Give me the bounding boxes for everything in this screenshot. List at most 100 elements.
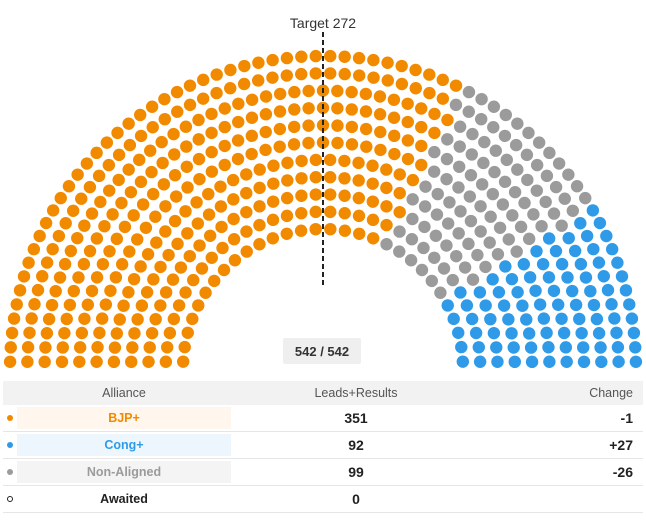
header-leads-results: Leads+Results bbox=[314, 386, 398, 400]
seat-dot bbox=[67, 284, 81, 298]
seat-dot bbox=[469, 326, 483, 340]
seat-dot bbox=[393, 225, 406, 238]
seat-dot bbox=[520, 148, 534, 162]
seat-dot bbox=[167, 127, 180, 141]
seat-dot bbox=[486, 273, 499, 286]
seat-dot bbox=[393, 205, 406, 219]
seat-dot bbox=[498, 175, 512, 189]
seat-dot bbox=[133, 153, 146, 167]
seat-dot bbox=[387, 111, 401, 124]
seat-dot bbox=[516, 299, 529, 312]
seat-dot bbox=[455, 340, 468, 354]
header-alliance: Alliance bbox=[102, 386, 146, 400]
seat-dot bbox=[149, 210, 162, 223]
seat-dot bbox=[505, 327, 518, 340]
seat-dot bbox=[511, 117, 524, 130]
seat-dot bbox=[401, 97, 414, 110]
seat-dot bbox=[145, 165, 158, 179]
seat-dot bbox=[323, 171, 337, 184]
seat-dot bbox=[227, 233, 241, 246]
seat-dot bbox=[533, 298, 547, 311]
seat-dot bbox=[122, 286, 135, 299]
seat-dot bbox=[55, 355, 69, 369]
seat-dot bbox=[549, 180, 563, 194]
seat-dot bbox=[216, 241, 229, 255]
seat-dot bbox=[388, 129, 401, 143]
seat-dot bbox=[592, 256, 606, 269]
seat-dot bbox=[111, 126, 124, 140]
seat-dot bbox=[180, 140, 193, 153]
seat-dot bbox=[166, 273, 180, 286]
seat-dot bbox=[373, 108, 387, 121]
seat-dot bbox=[387, 93, 401, 106]
seat-dot bbox=[453, 160, 466, 173]
seat-dot bbox=[623, 298, 636, 311]
seat-dot bbox=[159, 355, 173, 368]
seat-dot bbox=[202, 208, 216, 221]
seat-dot bbox=[487, 121, 500, 134]
cong-color-dot bbox=[7, 441, 13, 448]
seat-dot bbox=[183, 79, 197, 92]
seat-dot bbox=[266, 53, 279, 67]
seat-dot bbox=[287, 138, 301, 151]
seat-dot bbox=[62, 180, 76, 193]
seat-dot bbox=[135, 299, 149, 312]
seat-dot bbox=[113, 313, 126, 326]
seat-dot bbox=[154, 260, 167, 274]
seat-dot bbox=[288, 85, 301, 99]
seat-dot bbox=[417, 241, 430, 255]
seat-dot bbox=[280, 227, 293, 240]
seat-dot bbox=[167, 312, 181, 326]
seat-dot bbox=[491, 248, 505, 261]
seat-dot bbox=[465, 312, 479, 326]
seat-dot bbox=[136, 198, 150, 211]
seat-dot bbox=[295, 50, 308, 63]
seat-dot bbox=[522, 327, 536, 340]
seat-dot bbox=[440, 239, 453, 252]
seat-dot bbox=[401, 134, 415, 147]
seat-dot bbox=[134, 260, 147, 273]
seat-dot bbox=[192, 152, 206, 166]
seat-dot bbox=[423, 68, 436, 81]
seat-dot bbox=[466, 273, 480, 286]
seat-dot bbox=[5, 326, 19, 340]
seat-dot bbox=[280, 69, 293, 82]
seat-dot bbox=[253, 238, 266, 251]
seat-dot bbox=[491, 355, 504, 368]
seat-dot bbox=[134, 129, 148, 143]
seat-dot bbox=[98, 219, 111, 233]
seat-dot bbox=[100, 136, 114, 149]
seat-dot bbox=[486, 187, 500, 201]
seat-dot bbox=[267, 177, 280, 190]
seat-dot bbox=[543, 355, 556, 368]
seat-dot bbox=[104, 284, 117, 297]
seat-dot bbox=[77, 257, 91, 271]
seat-dot bbox=[205, 251, 218, 264]
seat-dot bbox=[498, 129, 512, 143]
seat-dot bbox=[245, 111, 259, 124]
seat-dot bbox=[73, 355, 86, 368]
seat-dot bbox=[245, 129, 258, 143]
seat-dot bbox=[110, 327, 124, 340]
seat-dot bbox=[106, 208, 119, 221]
seat-dot bbox=[316, 119, 330, 132]
seat-dot bbox=[162, 248, 175, 262]
seat-dot bbox=[107, 355, 121, 369]
seat-dot bbox=[60, 312, 73, 326]
seat-dot bbox=[511, 163, 524, 176]
seat-dot bbox=[224, 63, 237, 77]
seat-dot bbox=[102, 158, 116, 172]
seat-dot bbox=[205, 126, 218, 140]
seat-dot bbox=[555, 257, 569, 271]
seat-dot bbox=[366, 177, 379, 190]
seat-dot bbox=[218, 120, 231, 134]
seat-dot bbox=[141, 248, 155, 261]
seat-dots bbox=[3, 49, 643, 369]
seat-dot bbox=[22, 256, 35, 269]
seat-dot bbox=[401, 152, 415, 166]
seat-dot bbox=[146, 187, 160, 201]
seat-dot bbox=[238, 59, 251, 73]
seat-dot bbox=[159, 286, 173, 299]
leads-bjp: 351 bbox=[231, 405, 482, 432]
seat-dot bbox=[338, 154, 351, 168]
